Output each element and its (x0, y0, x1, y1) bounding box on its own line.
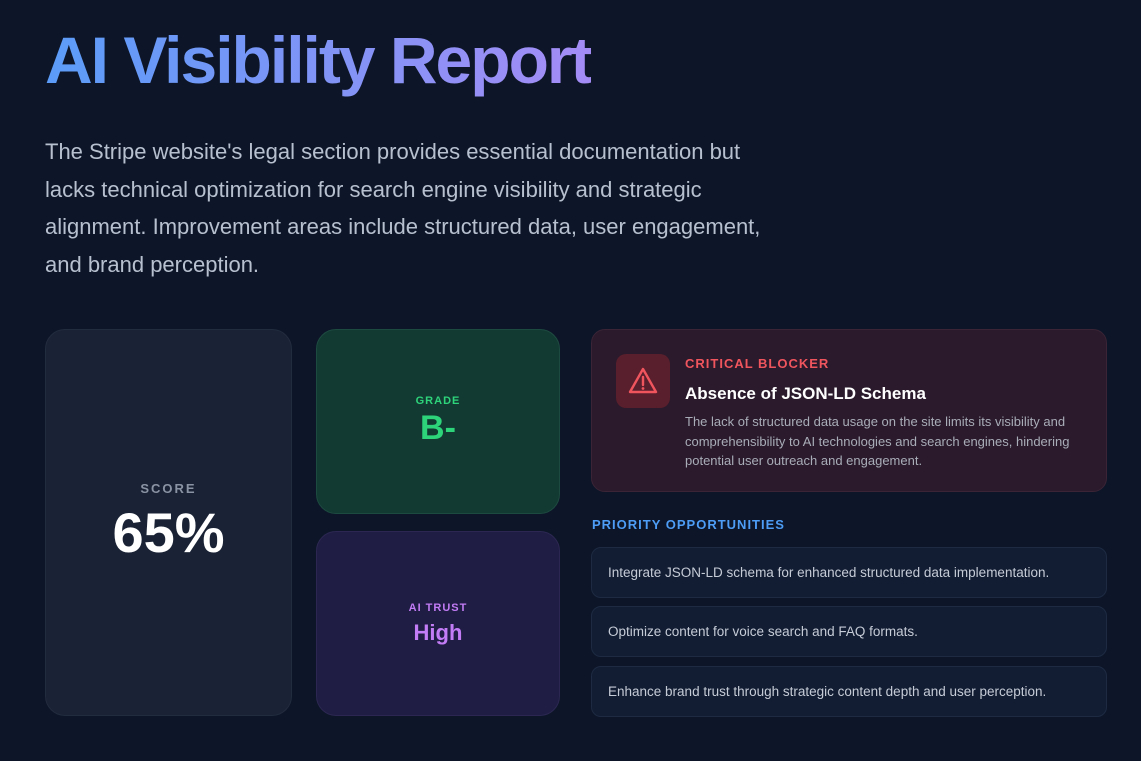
opportunity-item: Optimize content for voice search and FA… (591, 606, 1107, 657)
trust-card: AI TRUST High (316, 531, 560, 716)
warning-icon (616, 354, 670, 408)
trust-value: High (413, 619, 463, 645)
grade-label: GRADE (415, 395, 461, 407)
score-label: SCORE (140, 480, 197, 496)
opportunity-item: Integrate JSON-LD schema for enhanced st… (591, 547, 1107, 598)
warning-svg (628, 367, 658, 394)
opportunities-heading: PRIORITY OPPORTUNITIES (592, 517, 785, 532)
blocker-card: CRITICAL BLOCKER Absence of JSON-LD Sche… (591, 329, 1107, 492)
trust-label: AI TRUST (408, 601, 468, 614)
report-title: AI Visibility Report (45, 23, 593, 97)
score-value: 65% (112, 500, 225, 564)
blocker-description: The lack of structured data usage on the… (685, 414, 1070, 468)
blocker-label: CRITICAL BLOCKER (685, 356, 830, 371)
grade-card: GRADE B- (316, 329, 560, 514)
summary: The Stripe website's legal section provi… (45, 139, 761, 277)
blocker-title: Absence of JSON-LD Schema (685, 384, 926, 403)
score-card: SCORE 65% (45, 329, 292, 716)
opportunity-item: Enhance brand trust through strategic co… (591, 666, 1107, 717)
grade-value: B- (420, 409, 456, 447)
